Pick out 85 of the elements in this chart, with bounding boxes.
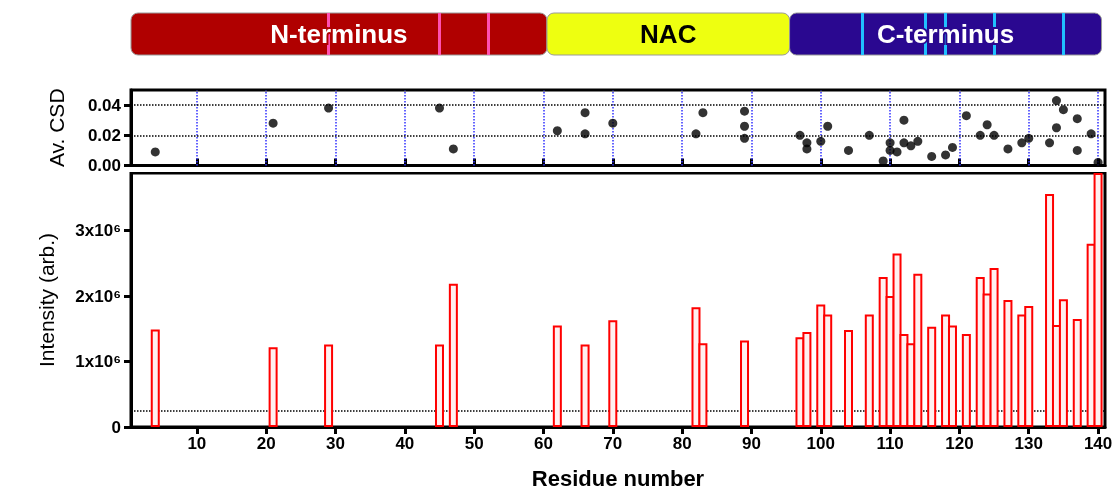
bar: [580, 344, 590, 427]
y-tick-label: 1x10⁶: [75, 352, 121, 372]
point: [927, 151, 937, 161]
bar: [608, 320, 618, 427]
y-tick-label: 0.04: [87, 95, 122, 115]
point: [324, 103, 334, 113]
point: [1072, 114, 1082, 124]
x-tick-label: 120: [945, 434, 974, 453]
point: [989, 130, 999, 140]
point: [1045, 138, 1055, 148]
point: [885, 138, 895, 148]
point: [740, 121, 750, 131]
point: [899, 138, 909, 148]
bar: [864, 314, 874, 427]
x-tick-label: 70: [603, 434, 623, 453]
x-axis-title: Residue number: [531, 465, 705, 491]
point: [435, 103, 444, 113]
x-tick-label: 140: [1083, 434, 1113, 453]
point: [1072, 145, 1082, 155]
x-tick-label: 30: [326, 434, 345, 453]
x-tick-label: 10: [187, 434, 207, 453]
bar: [268, 347, 278, 427]
x-tick-label: 110: [876, 434, 904, 453]
point: [948, 142, 957, 152]
bar: [740, 340, 750, 427]
point: [899, 115, 909, 125]
point: [580, 108, 590, 118]
point: [975, 130, 985, 140]
series-label: NAC: [640, 19, 697, 49]
point: [982, 120, 992, 130]
bar: [448, 283, 458, 427]
point: [823, 121, 833, 131]
point: [552, 126, 562, 136]
point: [941, 150, 951, 160]
bar: [434, 344, 444, 427]
x-tick-label: 100: [806, 434, 835, 453]
x-tick-label: 60: [534, 434, 553, 453]
point: [691, 129, 701, 139]
bar: [1045, 193, 1055, 427]
bar: [552, 325, 562, 427]
y-tick-label: 0: [111, 417, 121, 437]
y-tick-label: 3x10⁶: [75, 221, 121, 241]
y-tick-label: 0.02: [87, 125, 121, 145]
point: [816, 136, 826, 146]
point: [1086, 129, 1096, 139]
x-tick-label: 50: [464, 434, 484, 453]
point: [580, 129, 590, 139]
point: [698, 108, 708, 118]
point: [906, 141, 916, 151]
point: [864, 130, 874, 140]
point: [1051, 96, 1061, 106]
bar: [1003, 300, 1013, 427]
bar: [150, 329, 160, 427]
point: [913, 136, 923, 146]
x-tick-label: 80: [672, 434, 692, 453]
point: [802, 144, 812, 154]
point: [448, 144, 458, 154]
x-tick-label: 130: [1014, 434, 1043, 453]
point: [1024, 133, 1034, 143]
point: [608, 118, 618, 128]
y-tick-label: 0.00: [87, 156, 121, 175]
bar: [324, 344, 334, 427]
point: [1051, 123, 1061, 133]
x-tick-label: 20: [256, 434, 276, 453]
point: [740, 106, 750, 116]
point: [1058, 105, 1068, 115]
bar: [1072, 318, 1082, 427]
bar: [844, 330, 853, 427]
y-tick-label: 2x10⁶: [75, 286, 121, 306]
y-axis-title: Av. CSD: [45, 88, 68, 168]
bar: [961, 334, 971, 427]
point: [1093, 157, 1103, 167]
point: [844, 145, 853, 155]
x-tick-label: 90: [741, 434, 761, 453]
point: [1017, 138, 1027, 148]
point: [740, 133, 750, 143]
point: [150, 147, 160, 157]
x-tick-label: 40: [395, 434, 415, 453]
point: [268, 118, 278, 128]
point: [892, 147, 902, 157]
point: [961, 111, 971, 121]
point: [1003, 144, 1013, 154]
bar: [927, 326, 937, 427]
point: [795, 130, 805, 140]
y-axis-title: Intensity (arb.): [35, 232, 58, 368]
